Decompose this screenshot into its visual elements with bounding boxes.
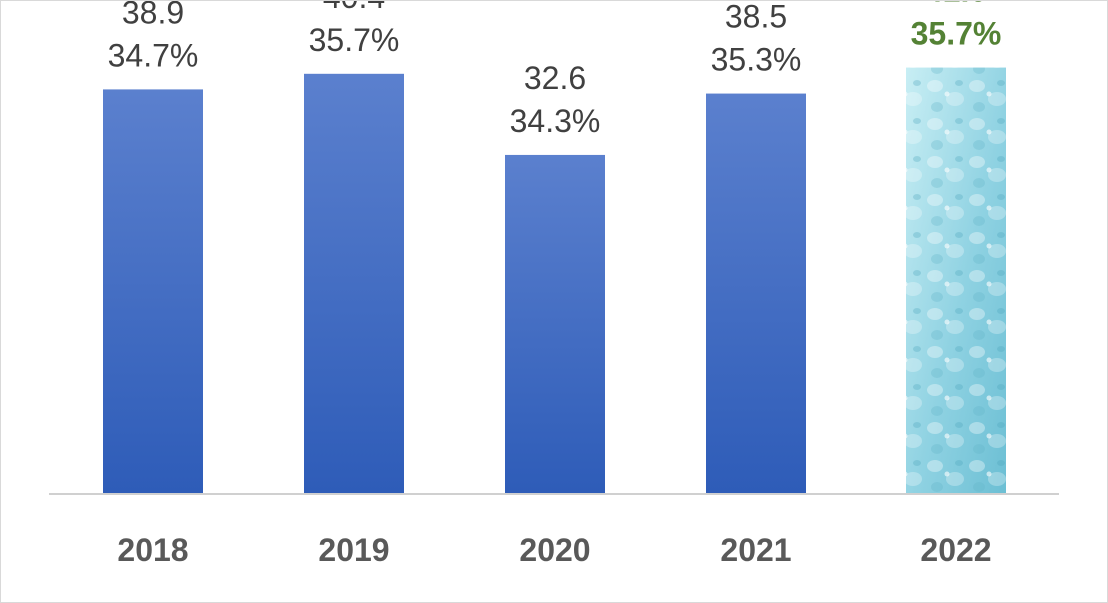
bars-layer: [103, 67, 1006, 495]
bar-2020: [505, 154, 605, 494]
percent-label-2019: 35.7%: [309, 22, 400, 58]
category-label-2020: 2020: [519, 532, 590, 568]
category-label-2019: 2019: [318, 532, 389, 568]
bar-2022: [906, 67, 1006, 494]
percent-label-2018: 34.7%: [108, 37, 199, 73]
percent-label-2020: 34.3%: [510, 103, 601, 139]
labels-layer: 38.9 34.7% 2018 40.4 35.7% 2019 32.6 34.3% 2020 3…: [108, 1, 1002, 568]
category-label-2022: 2022: [920, 532, 991, 568]
category-label-2021: 2021: [720, 532, 791, 568]
value-label-2022: 41.0: [925, 1, 987, 9]
bar-2018: [103, 89, 203, 495]
bar-2019: [304, 73, 404, 494]
bar-2021: [706, 93, 806, 495]
percent-label-2021: 35.3%: [711, 42, 802, 78]
value-label-2018: 38.9: [122, 1, 184, 30]
value-label-2021: 38.5: [725, 1, 787, 35]
value-label-2020: 32.6: [524, 60, 586, 96]
percent-label-2022: 35.7%: [911, 16, 1002, 52]
category-label-2018: 2018: [117, 532, 188, 568]
value-label-2019: 40.4: [323, 1, 385, 15]
